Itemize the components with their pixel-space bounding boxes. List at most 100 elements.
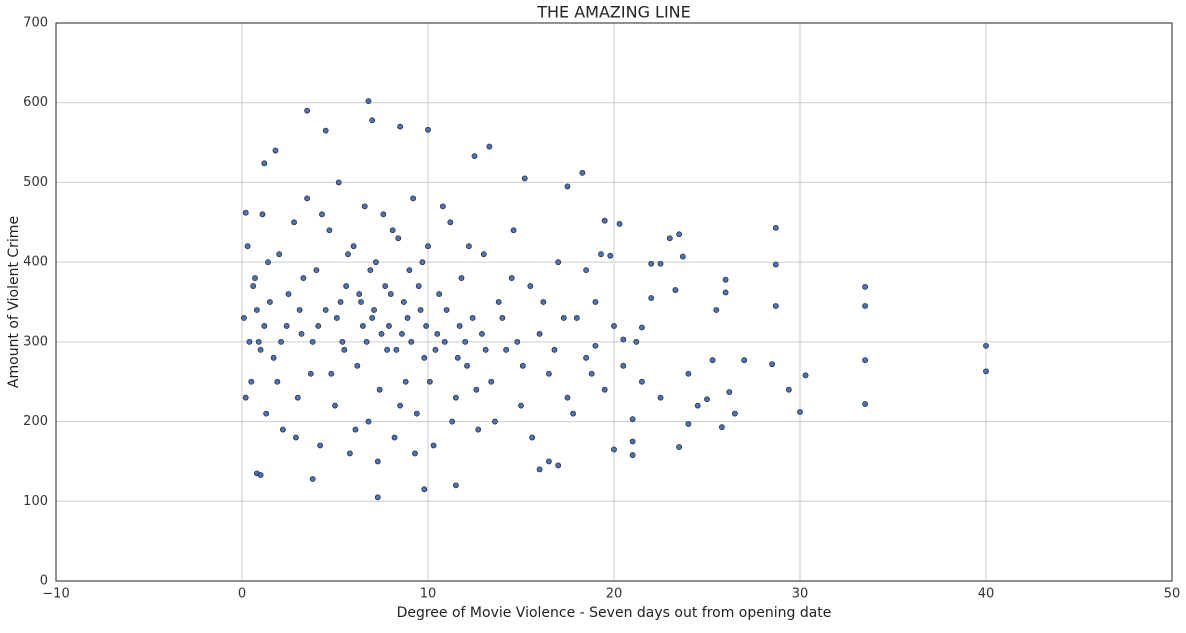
- y-tick-label: 200: [23, 414, 48, 429]
- point: [421, 486, 428, 493]
- point: [570, 410, 576, 417]
- point: [399, 330, 405, 337]
- point: [639, 324, 645, 331]
- point: [536, 466, 543, 473]
- point: [564, 183, 571, 190]
- point: [333, 315, 340, 321]
- point: [346, 450, 353, 457]
- point: [350, 243, 357, 250]
- point: [772, 224, 779, 231]
- point: [579, 169, 586, 176]
- point: [573, 315, 580, 321]
- point: [397, 402, 403, 409]
- point: [772, 303, 779, 309]
- point: [601, 386, 608, 393]
- point: [492, 418, 498, 425]
- point: [657, 394, 664, 401]
- x-tick-label: 0: [238, 587, 246, 602]
- point: [772, 261, 779, 268]
- point: [425, 243, 431, 250]
- x-axis-label: Degree of Movie Violence - Seven days ou…: [397, 605, 832, 621]
- point: [616, 220, 623, 227]
- x-tick-label: 20: [606, 587, 623, 602]
- point: [412, 450, 418, 457]
- point: [469, 315, 476, 321]
- point: [252, 275, 258, 281]
- point: [676, 444, 682, 450]
- point: [769, 361, 775, 368]
- point: [365, 418, 372, 425]
- point: [629, 452, 636, 458]
- point: [397, 123, 403, 130]
- point: [456, 323, 463, 329]
- point: [441, 338, 448, 345]
- point: [293, 434, 299, 441]
- point: [436, 291, 443, 297]
- point: [358, 299, 364, 305]
- point: [359, 323, 366, 329]
- point: [447, 219, 454, 226]
- point: [685, 370, 692, 377]
- point: [244, 243, 251, 250]
- point: [519, 362, 526, 369]
- point: [257, 346, 264, 353]
- point: [291, 219, 297, 226]
- x-tick-label: 10: [420, 587, 437, 602]
- point: [300, 275, 307, 281]
- point: [389, 227, 396, 234]
- point: [253, 307, 260, 313]
- point: [726, 389, 733, 395]
- point: [722, 276, 729, 283]
- point: [583, 267, 589, 274]
- point: [283, 323, 290, 329]
- point: [341, 346, 348, 353]
- point: [296, 307, 303, 313]
- point: [443, 307, 450, 313]
- point: [352, 426, 359, 433]
- point: [298, 330, 305, 337]
- point: [564, 394, 571, 401]
- point: [648, 295, 655, 301]
- point: [419, 259, 426, 266]
- point: [328, 370, 335, 377]
- point: [408, 338, 415, 345]
- point: [307, 370, 314, 377]
- point: [380, 211, 387, 218]
- point: [322, 307, 329, 313]
- point: [240, 315, 247, 321]
- point: [862, 357, 868, 364]
- chart-title: THE AMAZING LINE: [536, 3, 691, 22]
- point: [633, 338, 640, 345]
- x-tick-label: 50: [1164, 587, 1181, 602]
- point: [278, 338, 284, 345]
- point: [471, 153, 478, 160]
- point: [332, 402, 338, 409]
- point: [488, 378, 495, 385]
- point: [317, 442, 324, 449]
- point: [536, 330, 543, 337]
- point: [246, 338, 253, 345]
- point: [280, 426, 286, 433]
- point: [272, 147, 279, 154]
- point: [732, 410, 738, 417]
- point: [339, 338, 346, 345]
- point: [741, 357, 748, 364]
- y-tick-label: 100: [23, 494, 48, 509]
- point: [266, 299, 273, 305]
- point: [676, 231, 682, 238]
- point: [343, 283, 350, 289]
- point: [423, 323, 430, 329]
- point: [785, 386, 792, 393]
- point: [265, 259, 271, 266]
- point: [862, 303, 868, 309]
- point: [250, 283, 257, 289]
- point: [335, 179, 342, 186]
- point: [704, 396, 710, 403]
- point: [393, 346, 400, 353]
- point: [722, 289, 729, 296]
- point: [694, 402, 701, 409]
- point: [374, 494, 381, 501]
- point: [315, 323, 322, 329]
- point: [713, 307, 720, 313]
- point: [415, 283, 422, 289]
